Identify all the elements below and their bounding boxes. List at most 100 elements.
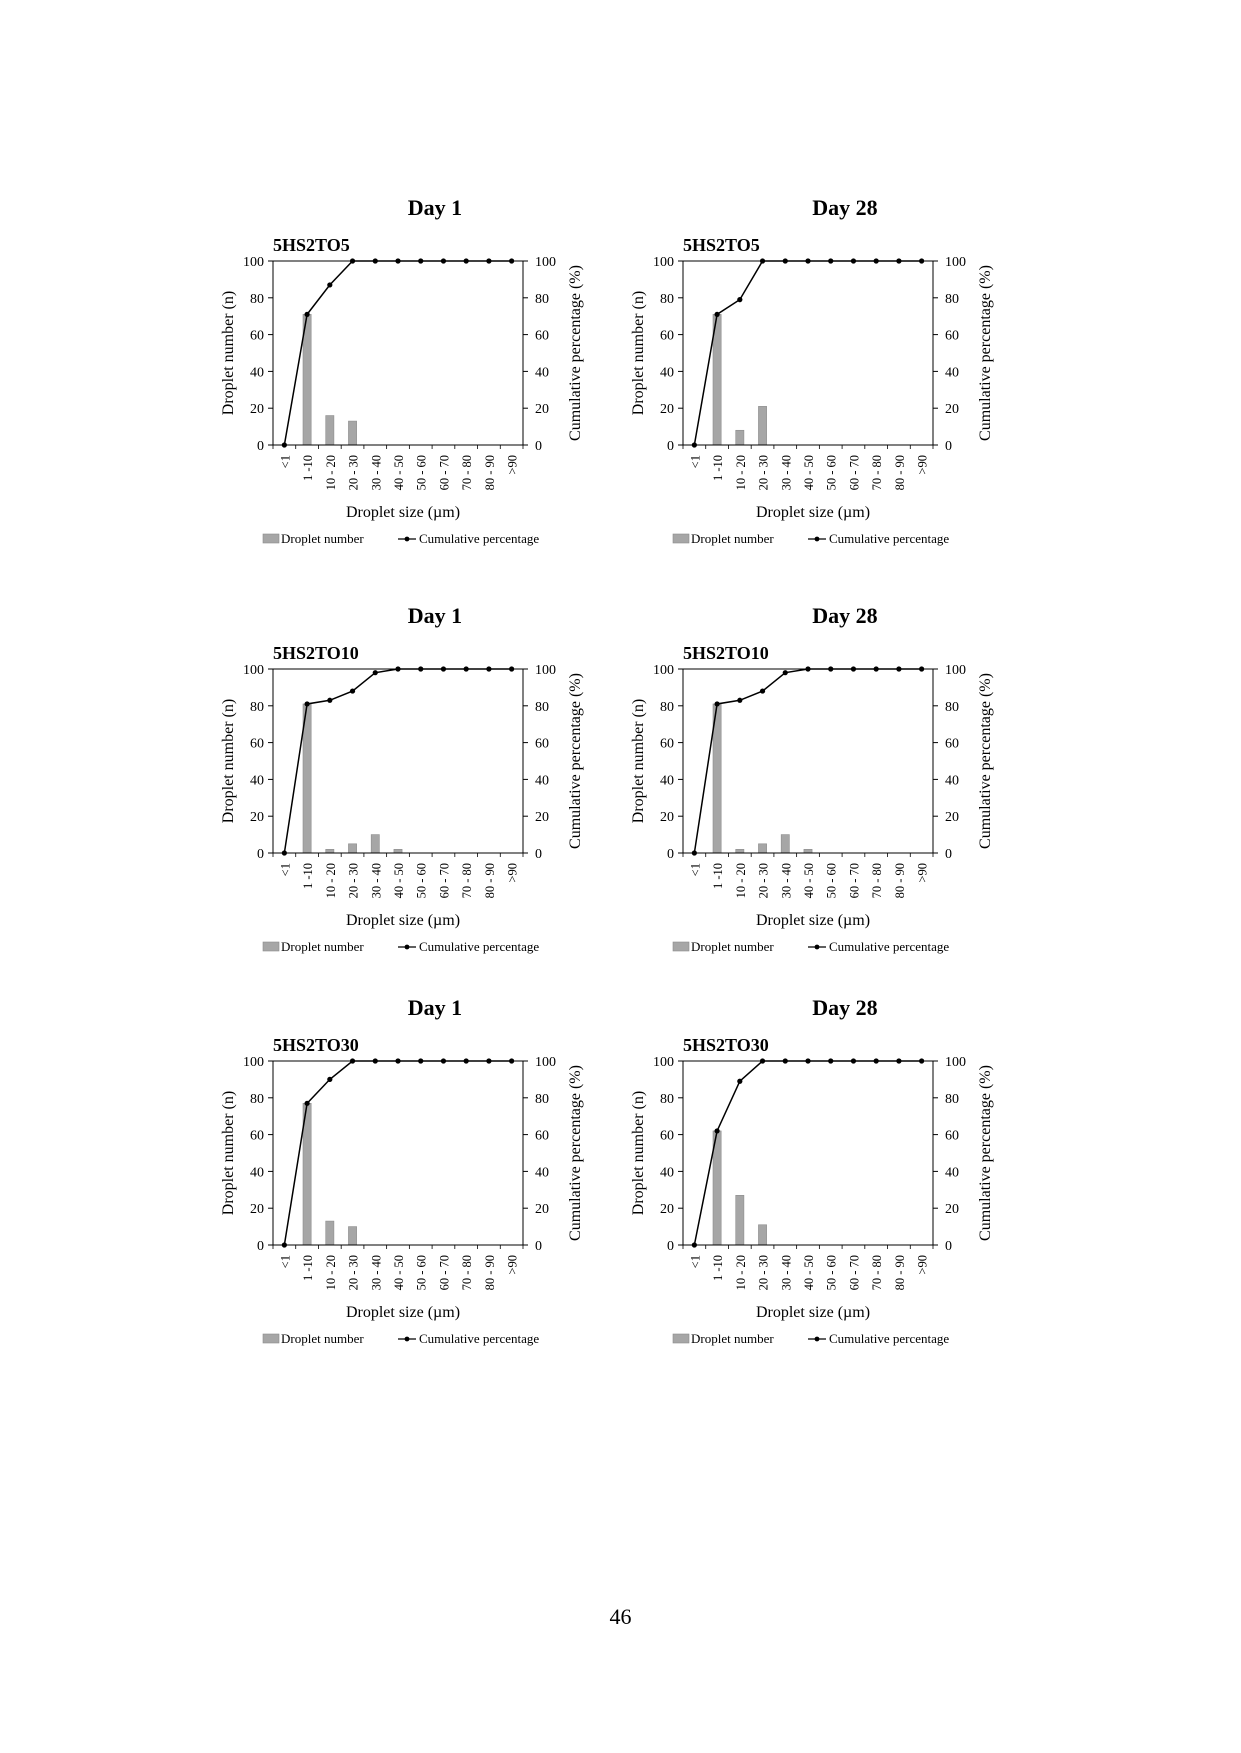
y2-tick-label: 60 xyxy=(535,737,549,752)
y2-tick-label: 40 xyxy=(535,365,549,380)
y-tick-label: 40 xyxy=(250,1165,264,1180)
y2-tick-label: 40 xyxy=(945,773,959,788)
y-axis-label: Droplet number (n) xyxy=(630,1091,647,1215)
y-tick-label: 60 xyxy=(250,1129,264,1144)
y-tick-label: 20 xyxy=(250,810,264,825)
cumulative-point-4 xyxy=(782,670,788,676)
x-tick-label: 1 -10 xyxy=(301,1255,315,1281)
cumulative-point-2 xyxy=(737,1078,743,1084)
y2-tick-label: 0 xyxy=(535,1239,542,1254)
page-number: 46 xyxy=(609,1604,632,1629)
cumulative-line xyxy=(283,1060,512,1246)
x-tick-label: 30 - 40 xyxy=(369,1255,383,1290)
x-tick-label: 40 - 50 xyxy=(392,455,406,490)
y-tick-label: 80 xyxy=(660,1092,674,1107)
cumulative-point-10 xyxy=(919,1058,925,1064)
y2-tick-label: 60 xyxy=(945,329,959,344)
y-tick-label: 0 xyxy=(667,439,674,454)
y2-tick-label: 20 xyxy=(945,402,959,417)
bar-5 xyxy=(803,849,813,854)
cumulative-point-5 xyxy=(805,666,811,672)
cumulative-point-4 xyxy=(372,258,378,264)
y-tick-label: 40 xyxy=(660,1165,674,1180)
y2-tick-label: 100 xyxy=(535,255,556,270)
day-title: Day 1 xyxy=(407,995,463,1020)
legend-bar-swatch xyxy=(262,533,280,544)
x-tick-label: 20 - 30 xyxy=(347,1255,361,1290)
x-tick-label: 80 - 90 xyxy=(893,863,907,898)
y2-tick-label: 100 xyxy=(945,663,966,678)
y2-tick-label: 60 xyxy=(945,737,959,752)
y2-axis-label: Cumulative percentage (%) xyxy=(567,673,584,849)
bar-3 xyxy=(758,1224,767,1246)
x-tick-label: 70 - 80 xyxy=(870,455,884,490)
cumulative-point-5 xyxy=(395,1058,401,1064)
y2-axis-label: Cumulative percentage (%) xyxy=(977,1065,994,1241)
cumulative-point-3 xyxy=(349,1058,356,1064)
y-tick-label: 100 xyxy=(653,255,674,270)
legend-bar-swatch xyxy=(262,1333,280,1344)
cumulative-point-3 xyxy=(349,688,356,694)
legend-bar-label: Droplet number xyxy=(691,531,774,546)
y-tick-label: 60 xyxy=(660,1129,674,1144)
bar-4 xyxy=(780,834,790,854)
y-axis-label: Droplet number (n) xyxy=(220,1091,237,1215)
x-tick-label: 30 - 40 xyxy=(779,455,793,490)
cumulative-point-0 xyxy=(691,850,697,856)
x-tick-label: 20 - 30 xyxy=(757,455,771,490)
cumulative-point-8 xyxy=(463,1058,469,1064)
cumulative-point-3 xyxy=(759,258,766,264)
cumulative-point-2 xyxy=(327,282,333,288)
cumulative-point-9 xyxy=(486,1058,492,1064)
x-tick-label: 10 - 20 xyxy=(734,863,748,898)
cumulative-point-1 xyxy=(304,1100,310,1106)
legend-bar-label: Droplet number xyxy=(691,1331,774,1346)
legend-line-marker xyxy=(404,1336,410,1342)
cumulative-point-1 xyxy=(304,701,310,707)
x-tick-label: 20 - 30 xyxy=(757,863,771,898)
cumulative-point-0 xyxy=(691,442,697,448)
cumulative-point-3 xyxy=(759,1058,766,1064)
cumulative-point-1 xyxy=(714,1128,720,1134)
y2-tick-label: 20 xyxy=(535,810,549,825)
legend-line-marker xyxy=(814,1336,820,1342)
y2-tick-label: 80 xyxy=(535,700,549,715)
x-tick-label: 30 - 40 xyxy=(369,863,383,898)
x-tick-label: 70 - 80 xyxy=(460,455,474,490)
x-axis-label: Droplet size (µm) xyxy=(346,1304,460,1321)
x-tick-label: >90 xyxy=(916,455,930,475)
x-tick-label: 40 - 50 xyxy=(392,863,406,898)
y2-axis-label: Cumulative percentage (%) xyxy=(977,673,994,849)
x-axis-label: Droplet size (µm) xyxy=(756,912,870,929)
legend-line-label: Cumulative percentage xyxy=(419,1331,539,1346)
cumulative-point-8 xyxy=(873,258,879,264)
y-tick-label: 0 xyxy=(257,847,264,862)
y2-tick-label: 60 xyxy=(535,1129,549,1144)
legend-bar-swatch xyxy=(672,941,690,952)
cumulative-point-8 xyxy=(873,666,879,672)
x-tick-label: 20 - 30 xyxy=(347,455,361,490)
y2-tick-label: 20 xyxy=(535,402,549,417)
x-tick-label: 20 - 30 xyxy=(757,1255,771,1290)
legend-line-label: Cumulative percentage xyxy=(829,1331,949,1346)
x-tick-label: 60 - 70 xyxy=(437,455,451,490)
y2-tick-label: 100 xyxy=(945,255,966,270)
y-tick-label: 80 xyxy=(250,1092,264,1107)
cumulative-point-7 xyxy=(440,666,447,672)
x-tick-label: 70 - 80 xyxy=(870,863,884,898)
bar-3 xyxy=(348,843,357,854)
y2-tick-label: 0 xyxy=(945,439,952,454)
cumulative-point-4 xyxy=(372,670,378,676)
cumulative-point-6 xyxy=(828,258,834,264)
bar-2 xyxy=(325,415,335,446)
bar-2 xyxy=(325,1220,335,1246)
y-tick-label: 20 xyxy=(660,810,674,825)
y-tick-label: 100 xyxy=(243,255,264,270)
legend-line-marker xyxy=(404,944,410,950)
chart-svg: 0 0 20 20 40 40 60 60 80 80 100 100 <1 1 -10 10 - 20 20… xyxy=(630,663,994,954)
sample-title: 5HS2TO5 xyxy=(273,235,350,255)
sample-title: 5HS2TO10 xyxy=(273,643,359,663)
y-tick-label: 60 xyxy=(660,329,674,344)
y-tick-label: 40 xyxy=(660,773,674,788)
x-tick-label: 80 - 90 xyxy=(483,1255,497,1290)
